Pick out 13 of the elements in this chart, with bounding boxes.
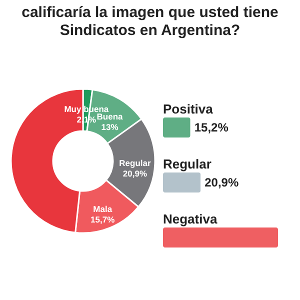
slice-label: Regular [119,158,152,168]
chart-subtitle: Sindicatos en Argentina? [60,22,240,39]
data-label: 15,7% [90,214,116,225]
data-label: 20,9% [204,176,239,190]
y-tick-label: Negativa [163,212,218,226]
slice-label: Buena [96,111,124,122]
data-label: 15,2% [194,120,229,134]
data-label: 20,9% [122,168,148,178]
y-tick-label: Positiva [163,102,214,116]
slice-label: Mala [93,204,112,214]
chart-title: calificaría la imagen que usted tiene [22,4,278,21]
y-tick-label: Regular [163,156,212,172]
data-label: 13% [101,122,119,132]
